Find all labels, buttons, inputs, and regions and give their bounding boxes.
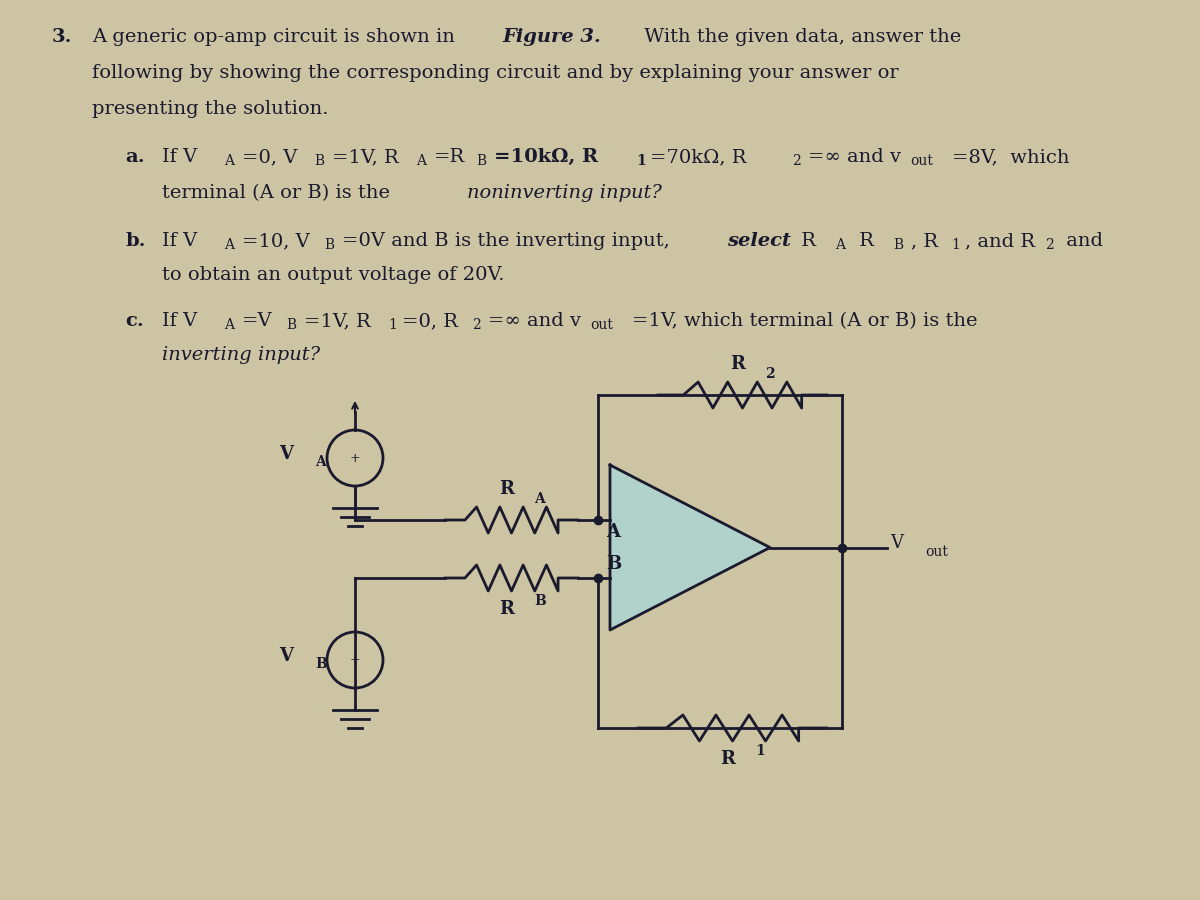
Text: =R: =R [434, 148, 466, 166]
Text: =10, V: =10, V [242, 232, 310, 250]
Text: =∞ and v: =∞ and v [488, 312, 581, 330]
Text: =0, V: =0, V [242, 148, 298, 166]
Text: R: R [853, 232, 874, 250]
Text: , and R: , and R [965, 232, 1036, 250]
Text: 2: 2 [1045, 238, 1054, 252]
Text: a.: a. [125, 148, 145, 166]
Text: =70kΩ, R: =70kΩ, R [650, 148, 746, 166]
Text: 1: 1 [756, 744, 766, 758]
Text: =0V and B is the inverting input,: =0V and B is the inverting input, [342, 232, 676, 250]
Text: out: out [925, 544, 948, 559]
Text: If V: If V [162, 148, 197, 166]
Text: With the given data, answer the: With the given data, answer the [638, 28, 961, 46]
Text: A: A [224, 154, 234, 168]
Text: A generic op-amp circuit is shown in: A generic op-amp circuit is shown in [92, 28, 461, 46]
Text: 1: 1 [952, 238, 960, 252]
Text: B: B [476, 154, 486, 168]
Text: =10kΩ, R: =10kΩ, R [494, 148, 598, 166]
Text: 2: 2 [472, 318, 481, 332]
Text: out: out [590, 318, 613, 332]
Text: B: B [606, 555, 622, 573]
Text: and: and [1060, 232, 1103, 250]
Text: +: + [349, 653, 360, 667]
Text: B: B [314, 154, 324, 168]
Text: +: + [349, 452, 360, 464]
Text: A: A [534, 492, 545, 506]
Text: If V: If V [162, 232, 197, 250]
Text: 1: 1 [388, 318, 397, 332]
Text: B: B [893, 238, 904, 252]
Text: =1V, R: =1V, R [304, 312, 371, 330]
Text: If V: If V [162, 312, 197, 330]
Text: 2: 2 [792, 154, 800, 168]
Text: A: A [416, 154, 426, 168]
Text: V: V [278, 647, 293, 665]
Text: B: B [534, 594, 546, 608]
Text: 3.: 3. [52, 28, 72, 46]
Text: A: A [606, 523, 620, 541]
Text: R: R [499, 480, 514, 498]
Text: R: R [720, 750, 734, 768]
Text: =8V,  which: =8V, which [952, 148, 1069, 166]
Text: following by showing the corresponding circuit and by explaining your answer or: following by showing the corresponding c… [92, 64, 899, 82]
Text: A: A [314, 455, 325, 469]
Text: c.: c. [125, 312, 144, 330]
Text: R: R [796, 232, 816, 250]
Text: B: B [286, 318, 296, 332]
Text: b.: b. [125, 232, 145, 250]
Text: select: select [727, 232, 791, 250]
Text: =V: =V [242, 312, 272, 330]
Polygon shape [610, 465, 770, 630]
Text: 2: 2 [766, 367, 775, 381]
Text: to obtain an output voltage of 20V.: to obtain an output voltage of 20V. [162, 266, 504, 284]
Text: =1V, which terminal (A or B) is the: =1V, which terminal (A or B) is the [632, 312, 978, 330]
Text: inverting input?: inverting input? [162, 346, 320, 364]
Text: noninverting input?: noninverting input? [467, 184, 662, 202]
Text: terminal (A or B) is the: terminal (A or B) is the [162, 184, 396, 202]
Text: 1: 1 [636, 154, 646, 168]
Text: B: B [314, 657, 326, 671]
Text: =1V, R: =1V, R [332, 148, 398, 166]
Text: A: A [224, 238, 234, 252]
Text: , R: , R [911, 232, 938, 250]
Text: R: R [499, 600, 514, 618]
Text: R: R [730, 355, 745, 373]
Text: V: V [278, 445, 293, 463]
Text: V: V [890, 535, 904, 553]
Text: =∞ and v: =∞ and v [808, 148, 901, 166]
Text: B: B [324, 238, 334, 252]
Circle shape [326, 632, 383, 688]
Text: out: out [910, 154, 932, 168]
Circle shape [326, 430, 383, 486]
Text: =0, R: =0, R [402, 312, 458, 330]
Text: A: A [835, 238, 845, 252]
Text: Figure 3.: Figure 3. [502, 28, 601, 46]
Text: presenting the solution.: presenting the solution. [92, 100, 329, 118]
Text: A: A [224, 318, 234, 332]
